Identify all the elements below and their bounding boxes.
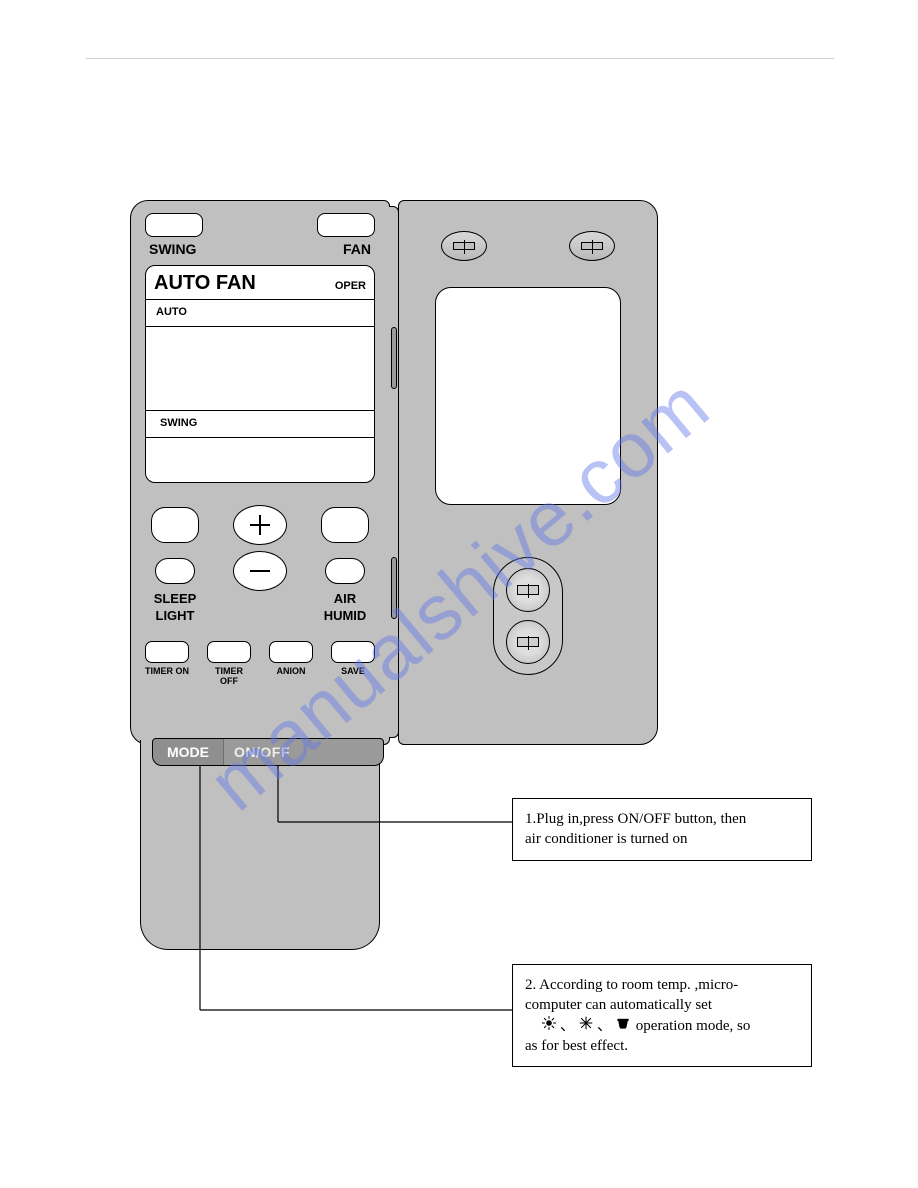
air-button[interactable] [321, 507, 369, 543]
sleep-label: SLEEP [154, 591, 197, 606]
page-rule [86, 58, 834, 59]
lcd-auto-text: AUTO [154, 304, 366, 322]
lcd-main-text: AUTO FAN [154, 272, 256, 295]
timer-off-label: TIMER OFF [207, 666, 251, 686]
callout-1: 1.Plug in,press ON/OFF button, then air … [512, 798, 812, 861]
air-label: AIR [334, 591, 356, 606]
humid-button[interactable] [325, 558, 365, 584]
screw-bottom [506, 620, 550, 664]
clip-left [441, 231, 487, 261]
humid-label: HUMID [324, 608, 367, 623]
sep2: 、 [597, 1016, 612, 1036]
timer-off-button[interactable] [207, 641, 251, 663]
sep1: 、 [560, 1016, 575, 1036]
callout-2-line2: computer can automatically set [525, 995, 799, 1015]
callout-2-line4: as for best effect. [525, 1036, 799, 1056]
callout-1-text: 1.Plug in,press ON/OFF button, then air … [525, 809, 799, 850]
dry-icon [616, 1016, 630, 1030]
temp-up-button[interactable] [233, 505, 287, 545]
lcd-swing-text: SWING [154, 415, 366, 433]
callout-2-line3b: operation mode, so [632, 1018, 750, 1034]
anion-label: ANION [269, 666, 313, 686]
mode-button[interactable]: MODE [153, 739, 224, 765]
lcd-oper-text: OPER [335, 280, 366, 292]
swing-label: SWING [149, 241, 196, 257]
snowflake-icon [579, 1016, 593, 1030]
fan-button[interactable] [317, 213, 375, 237]
temp-down-button[interactable] [233, 551, 287, 591]
remote-back-flap [398, 200, 658, 745]
light-label: LIGHT [156, 608, 195, 623]
screw-top [506, 568, 550, 612]
save-button[interactable] [331, 641, 375, 663]
remote-lower-body [140, 740, 380, 950]
timer-on-label: TIMER ON [145, 666, 189, 686]
callout-2-line1: 2. According to room temp. ,micro- [525, 975, 799, 995]
sleep-button[interactable] [151, 507, 199, 543]
swing-button[interactable] [145, 213, 203, 237]
callout-2-line3: 、 、 operation mode, so [525, 1016, 799, 1037]
screw-housing [493, 557, 563, 675]
lcd-display: AUTO FAN OPER AUTO SWING [145, 265, 375, 483]
save-label: SAVE [331, 666, 375, 686]
light-button[interactable] [155, 558, 195, 584]
mode-onoff-strip: MODE ON/OFF [152, 738, 384, 766]
clip-right [569, 231, 615, 261]
sun-icon [542, 1016, 556, 1030]
remote-diagram: SWING FAN AUTO FAN OPER AUTO SWING [130, 200, 665, 762]
onoff-button[interactable]: ON/OFF [224, 744, 300, 760]
anion-button[interactable] [269, 641, 313, 663]
fan-label: FAN [343, 241, 371, 257]
callout-2: 2. According to room temp. ,micro- compu… [512, 964, 812, 1067]
timer-on-button[interactable] [145, 641, 189, 663]
remote-front-panel: SWING FAN AUTO FAN OPER AUTO SWING [130, 200, 390, 745]
flap-window [435, 287, 621, 505]
